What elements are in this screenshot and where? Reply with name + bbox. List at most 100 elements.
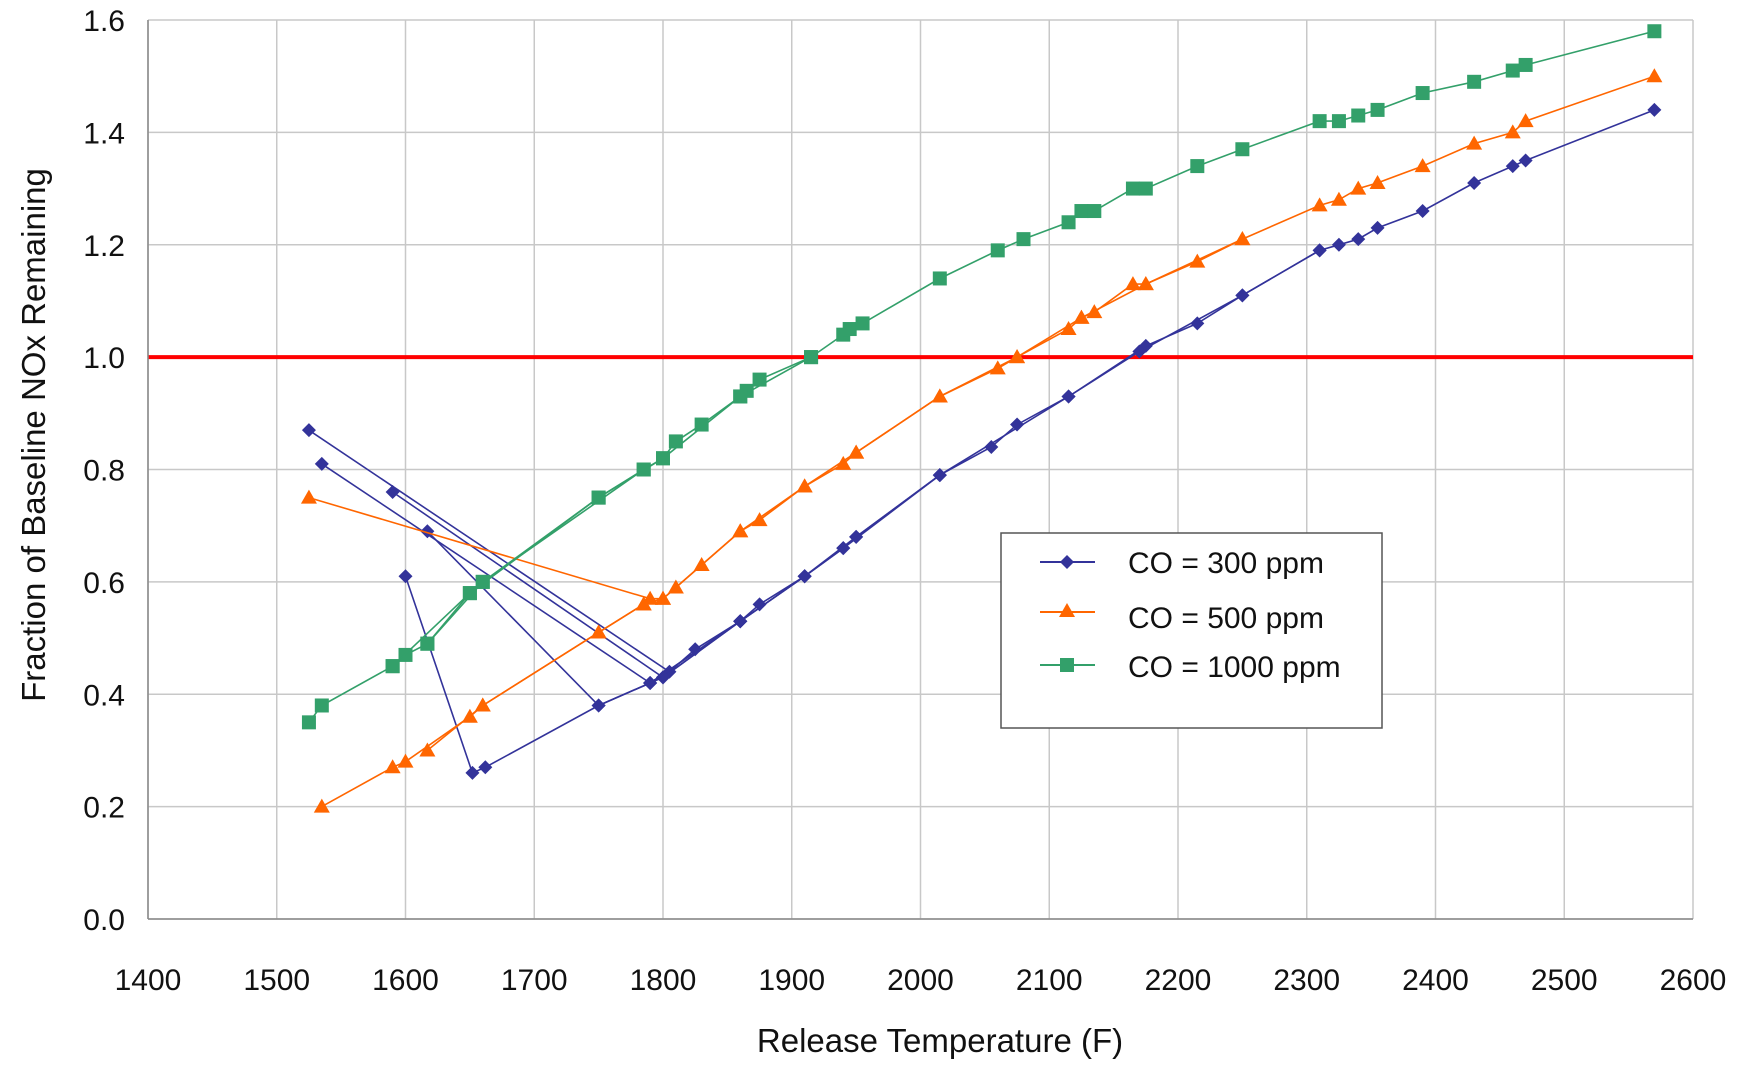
data-point bbox=[1331, 237, 1346, 252]
legend-label-1: CO = 500 ppm bbox=[1128, 602, 1324, 635]
data-point bbox=[300, 489, 317, 504]
tick-labels: 1400 1500 1600 1700 1800 1900 2000 2100 2200 2300… bbox=[83, 5, 1726, 997]
data-point bbox=[1061, 389, 1076, 404]
data-point bbox=[385, 484, 400, 499]
data-point bbox=[1518, 57, 1533, 72]
data-point bbox=[1504, 124, 1521, 139]
data-point bbox=[842, 322, 857, 337]
data-point bbox=[694, 417, 709, 432]
x-tick-label: 2400 bbox=[1402, 964, 1469, 997]
legend: CO = 300 ppm CO = 500 ppm CO = 1000 ppm bbox=[1000, 532, 1383, 729]
data-point bbox=[462, 586, 477, 601]
y-tick-label: 0.2 bbox=[83, 792, 125, 825]
data-point bbox=[656, 670, 670, 685]
data-point bbox=[1646, 68, 1663, 83]
series-line bbox=[392, 356, 812, 667]
x-tick-label: 1700 bbox=[501, 964, 568, 997]
legend-label-0: CO = 300 ppm bbox=[1128, 547, 1324, 580]
data-point bbox=[478, 760, 493, 775]
y-tick-label: 0.0 bbox=[83, 904, 125, 937]
data-point bbox=[751, 512, 768, 527]
legend-entry-2: CO = 1000 ppm bbox=[1040, 651, 1341, 684]
data-point bbox=[591, 698, 606, 713]
data-point bbox=[1330, 191, 1347, 206]
series-line bbox=[426, 530, 806, 707]
legend-entry-0: CO = 300 ppm bbox=[1040, 547, 1324, 580]
data-point bbox=[1350, 180, 1367, 195]
legend-marker-0 bbox=[1060, 555, 1074, 569]
series-3 bbox=[420, 524, 812, 713]
legend-marker-2 bbox=[1060, 658, 1074, 672]
data-point bbox=[990, 243, 1005, 258]
data-point bbox=[1087, 204, 1102, 219]
data-point bbox=[752, 372, 767, 387]
data-point bbox=[1647, 102, 1662, 117]
data-point bbox=[796, 478, 813, 493]
data-point bbox=[1125, 181, 1140, 196]
data-point bbox=[1369, 174, 1386, 189]
data-point bbox=[1370, 102, 1385, 117]
data-point bbox=[398, 569, 413, 584]
y-tick-label: 1.4 bbox=[83, 117, 125, 150]
x-tick-label: 1600 bbox=[372, 964, 439, 997]
data-point bbox=[733, 389, 748, 404]
series-4 bbox=[398, 569, 748, 780]
legend-entry-1: CO = 500 ppm bbox=[1040, 602, 1324, 635]
data-point bbox=[635, 596, 652, 611]
series-5 bbox=[300, 68, 1663, 605]
data-point bbox=[1505, 159, 1520, 174]
data-point bbox=[656, 451, 670, 466]
data-point bbox=[1312, 243, 1327, 258]
data-point bbox=[420, 524, 435, 539]
data-point bbox=[835, 455, 852, 470]
x-tick-label: 2300 bbox=[1273, 964, 1340, 997]
legend-marker-1 bbox=[1059, 603, 1075, 617]
series-line bbox=[392, 474, 941, 679]
x-tick-label: 1800 bbox=[630, 964, 697, 997]
x-tick-label: 2200 bbox=[1145, 964, 1212, 997]
data-point bbox=[1073, 309, 1090, 324]
data-point bbox=[931, 388, 948, 403]
data-point bbox=[733, 614, 748, 629]
data-point bbox=[1235, 142, 1250, 157]
data-point bbox=[855, 316, 870, 331]
data-point bbox=[1312, 114, 1327, 129]
data-point bbox=[655, 590, 671, 605]
series-2 bbox=[385, 468, 947, 685]
series-7 bbox=[419, 596, 652, 757]
data-point bbox=[314, 456, 329, 471]
data-point bbox=[1311, 197, 1328, 212]
x-axis-title: Release Temperature (F) bbox=[757, 1022, 1123, 1059]
data-point bbox=[1466, 135, 1483, 150]
data-point bbox=[465, 765, 480, 780]
data-point bbox=[1647, 24, 1662, 39]
data-point bbox=[1351, 108, 1366, 123]
data-point bbox=[1132, 344, 1147, 359]
x-tick-label: 2600 bbox=[1660, 964, 1727, 997]
data-point bbox=[420, 636, 435, 651]
data-point bbox=[474, 697, 491, 712]
data-point bbox=[1331, 114, 1346, 129]
data-point bbox=[1061, 215, 1076, 230]
data-point bbox=[848, 444, 865, 459]
data-point bbox=[752, 597, 767, 612]
data-point bbox=[1010, 417, 1025, 432]
data-point bbox=[1235, 288, 1250, 303]
data-point bbox=[1190, 159, 1205, 174]
data-point bbox=[688, 642, 703, 657]
data-point bbox=[1351, 232, 1366, 247]
y-tick-label: 1.6 bbox=[83, 5, 125, 38]
data-point bbox=[1370, 220, 1385, 235]
data-point bbox=[984, 440, 999, 455]
series-10 bbox=[420, 462, 651, 651]
legend-label-2: CO = 1000 ppm bbox=[1128, 651, 1341, 684]
data-point bbox=[1517, 113, 1534, 128]
data-point bbox=[1234, 231, 1251, 246]
data-point bbox=[797, 569, 812, 584]
data-point bbox=[1138, 181, 1153, 196]
data-point bbox=[1518, 153, 1533, 168]
y-tick-label: 0.4 bbox=[83, 679, 125, 712]
axes bbox=[147, 20, 1693, 920]
data-point bbox=[1074, 204, 1089, 219]
y-tick-label: 1.0 bbox=[83, 342, 125, 375]
